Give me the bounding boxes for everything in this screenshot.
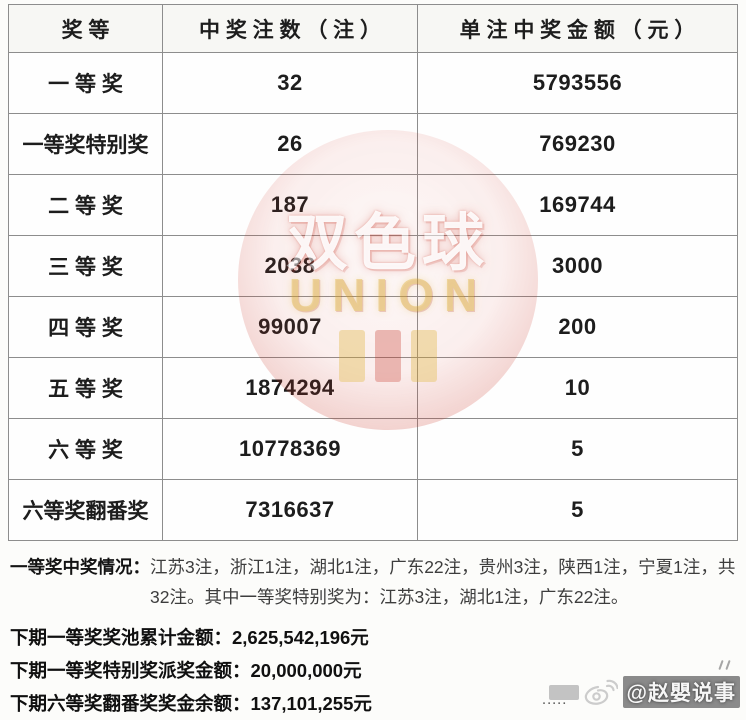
first-prize-summary: 一等奖中奖情况： 江苏3注，浙江1注，湖北1注，广东22注，贵州3注，陕西1注，… [10, 552, 740, 612]
winning-count-cell: 2038 [162, 235, 417, 296]
prize-amount-cell: 10 [417, 357, 737, 418]
prize-level-cell: 五 等 奖 [9, 357, 162, 418]
summary-text: 江苏3注，浙江1注，湖北1注，广东22注，贵州3注，陕西1注，宁夏1注，共32注… [150, 557, 736, 607]
winning-count-cell: 7316637 [162, 479, 417, 540]
weibo-watermark: ..... @赵嬰说事 [543, 659, 740, 708]
winning-count-cell: 10778369 [162, 418, 417, 479]
prize-amount-cell: 5793556 [417, 52, 737, 113]
blur-dots: ..... [542, 694, 568, 707]
table-row: 六等奖翻番奖 7316637 5 [9, 479, 737, 540]
winning-count-cell: 32 [162, 52, 417, 113]
special-prize-line: 下期一等奖特别奖派奖金额：20,000,000元 [10, 660, 362, 681]
prize-amount-cell: 3000 [417, 235, 737, 296]
prize-level-cell: 一等奖特别奖 [9, 113, 162, 174]
prize-amount-cell: 5 [417, 418, 737, 479]
table-row: 三 等 奖 2038 3000 [9, 235, 737, 296]
prize-level-cell: 六 等 奖 [9, 418, 162, 479]
winning-count-cell: 99007 [162, 296, 417, 357]
blurred-text-block: ..... [543, 684, 579, 707]
winning-count-cell: 26 [162, 113, 417, 174]
prize-amount-cell: 200 [417, 296, 737, 357]
prize-level-cell: 三 等 奖 [9, 235, 162, 296]
table-row: 六 等 奖 10778369 5 [9, 418, 737, 479]
prize-amount-cell: 5 [417, 479, 737, 540]
header-prize-amount: 单 注 中 奖 金 额 （ 元 ） [417, 5, 737, 52]
prize-level-cell: 六等奖翻番奖 [9, 479, 162, 540]
summary-label: 一等奖中奖情况： [10, 557, 150, 577]
table-header-row: 奖 等 中 奖 注 数 （ 注 ） 单 注 中 奖 金 额 （ 元 ） [9, 5, 737, 52]
next-draw-info: 下期一等奖奖池累计金额：2,625,542,196元 下期一等奖特别奖派奖金额：… [10, 621, 740, 720]
prize-amount-cell: 169744 [417, 174, 737, 235]
double-prize-balance-line: 下期六等奖翻番奖奖金余额：137,101,255元 [10, 693, 372, 714]
table-row: 一 等 奖 32 5793556 [9, 52, 737, 113]
header-winning-count: 中 奖 注 数 （ 注 ） [162, 5, 417, 52]
prize-results-table: 奖 等 中 奖 注 数 （ 注 ） 单 注 中 奖 金 额 （ 元 ） 一 等 … [8, 4, 738, 541]
winning-count-cell: 187 [162, 174, 417, 235]
winning-count-cell: 1874294 [162, 357, 417, 418]
table-row: 二 等 奖 187 169744 [9, 174, 737, 235]
header-prize-level: 奖 等 [9, 5, 162, 52]
prize-amount-cell: 769230 [417, 113, 737, 174]
table-row: 五 等 奖 1874294 10 [9, 357, 737, 418]
weibo-handle-text: @赵嬰说事 [622, 676, 740, 708]
prize-level-cell: 一 等 奖 [9, 52, 162, 113]
prize-level-cell: 二 等 奖 [9, 174, 162, 235]
jackpot-pool-line: 下期一等奖奖池累计金额：2,625,542,196元 [10, 627, 369, 648]
weibo-icon [584, 679, 618, 705]
table-row: 一等奖特别奖 26 769230 [9, 113, 737, 174]
table-row: 四 等 奖 99007 200 [9, 296, 737, 357]
prize-level-cell: 四 等 奖 [9, 296, 162, 357]
